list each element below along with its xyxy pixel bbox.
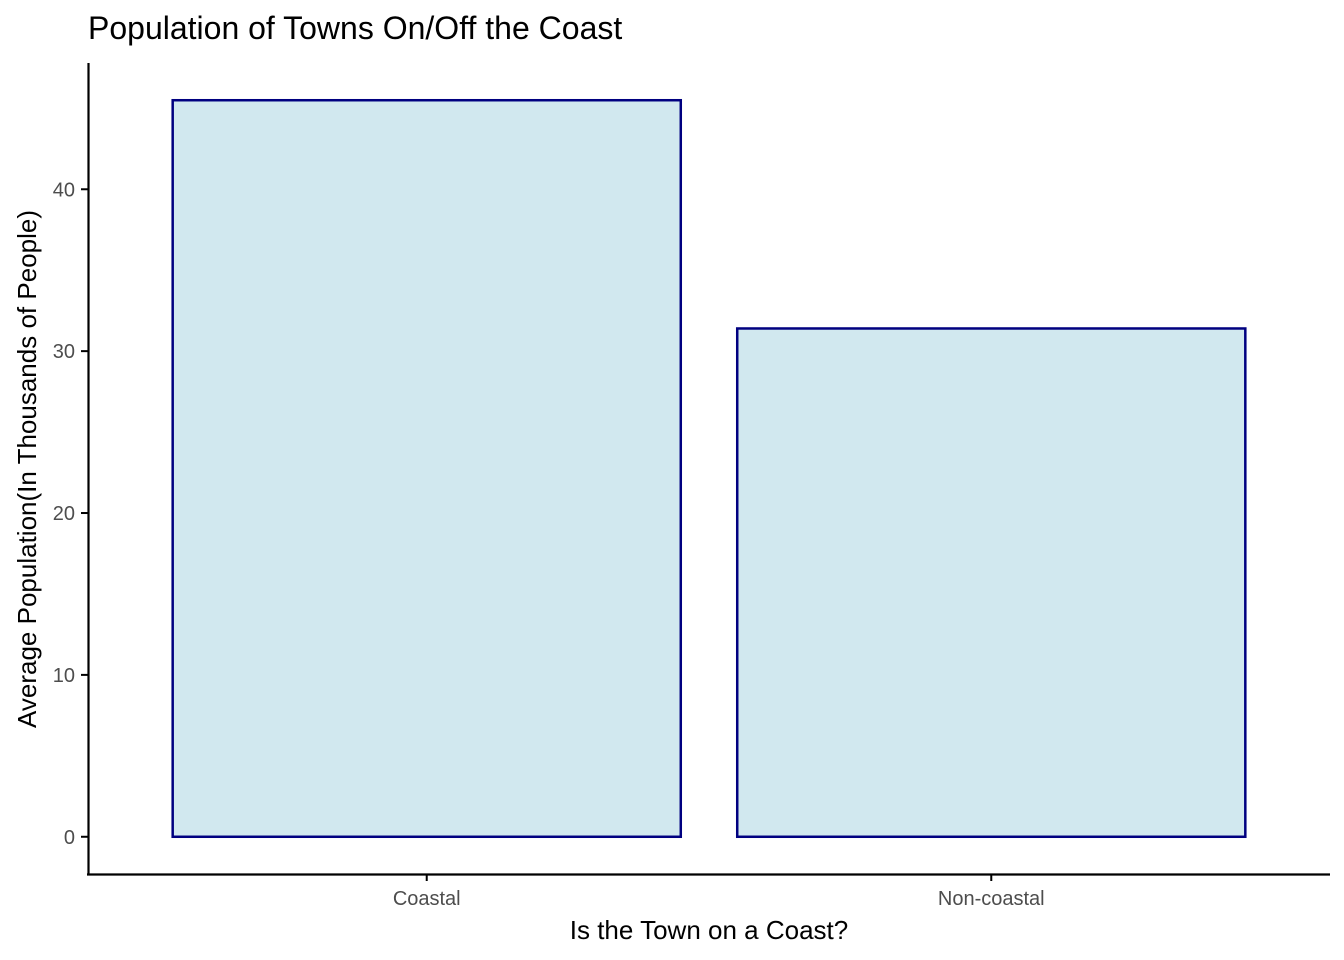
y-tick-label: 30	[53, 341, 75, 363]
y-ticks-group: 0 10 20 30 40	[53, 179, 88, 849]
x-tick-label: Non-coastal	[938, 888, 1045, 910]
chart-title: Population of Towns On/Off the Coast	[88, 10, 622, 46]
bar-non-coastal	[735, 327, 1247, 839]
x-axis-label: Is the Town on a Coast?	[570, 915, 848, 945]
y-tick-label: 20	[53, 503, 75, 525]
bars-group	[171, 98, 1247, 839]
y-axis-label: Average Population(In Thousands of Peopl…	[12, 210, 42, 728]
y-tick-label: 10	[53, 665, 75, 687]
x-tick-label: Coastal	[393, 888, 461, 910]
bar-coastal	[171, 98, 683, 839]
y-tick-label: 0	[64, 827, 75, 849]
x-ticks-group: Coastal Non-coastal	[393, 874, 1045, 910]
y-tick-label: 40	[53, 179, 75, 201]
